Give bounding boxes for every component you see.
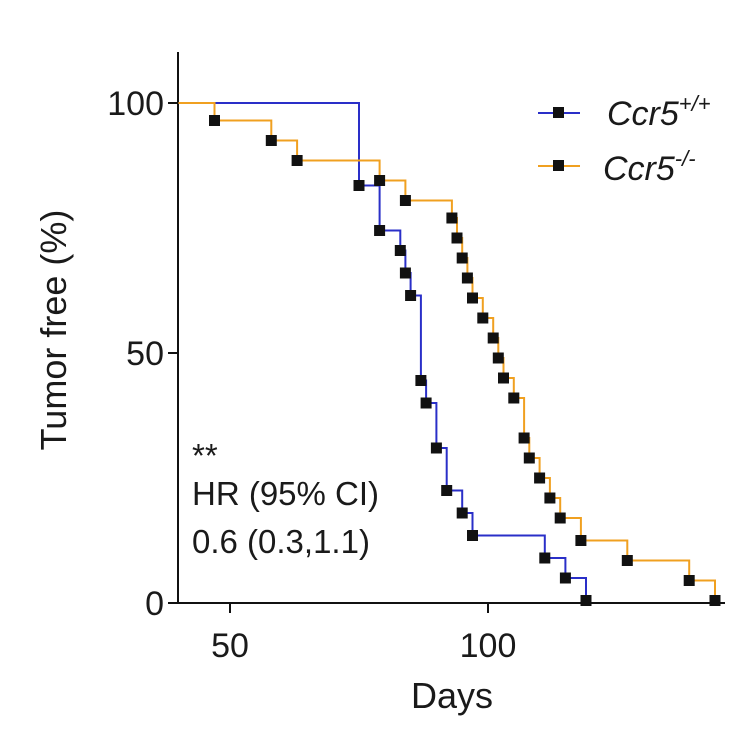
series-0-marker <box>430 442 442 454</box>
series-1-marker <box>534 472 546 484</box>
series-1-marker <box>523 452 535 464</box>
series-1 <box>178 102 721 606</box>
series-0 <box>178 102 592 606</box>
x-tick-label: 50 <box>211 627 249 665</box>
hr-value: 0.6 (0.3,1.1) <box>192 523 370 560</box>
legend: Ccr5+/+ Ccr5-/- <box>538 91 711 188</box>
x-tick-label: 100 <box>460 627 517 665</box>
legend-marker-wildtype <box>553 107 564 118</box>
legend-label-wildtype-base: Ccr5 <box>607 95 679 133</box>
series-0-marker <box>559 572 571 584</box>
series-1-marker <box>291 155 303 166</box>
y-tick-label: 0 <box>145 585 164 623</box>
x-axis-title: Days <box>411 675 493 716</box>
series-1-marker <box>374 175 386 186</box>
series-1-marker <box>498 372 509 384</box>
series-0-marker <box>580 595 592 606</box>
series-1-marker <box>544 492 556 504</box>
series-1-marker <box>456 252 468 264</box>
series-0-marker <box>415 375 427 386</box>
series-0-marker <box>539 552 551 564</box>
series-0-marker <box>405 290 417 301</box>
series-1-marker <box>446 212 458 224</box>
series-1-marker <box>353 180 365 191</box>
series-1-marker <box>487 332 499 344</box>
series-1-marker <box>461 272 473 284</box>
legend-marker-knockout <box>553 160 564 171</box>
axes: 0 50 100 50 100 Days Tumor free (%) <box>33 52 725 716</box>
y-axis-title: Tumor free (%) <box>33 210 74 451</box>
series-1-marker <box>477 312 489 324</box>
series-1-marker <box>265 135 277 146</box>
series-0-marker <box>374 225 386 236</box>
series-1-marker <box>451 232 463 244</box>
legend-label-knockout-sup: -/- <box>675 146 696 171</box>
series-1-marker <box>621 555 633 566</box>
series-1-marker <box>709 595 721 606</box>
hr-header: HR (95% CI) <box>192 475 379 512</box>
legend-label-wildtype: Ccr5+/+ <box>607 91 711 133</box>
legend-label-knockout: Ccr5-/- <box>603 146 696 188</box>
series-1-marker <box>518 432 530 444</box>
series-1-marker <box>492 352 504 364</box>
series-layer <box>178 102 721 606</box>
legend-label-knockout-base: Ccr5 <box>603 150 675 188</box>
series-0-marker <box>420 397 432 409</box>
series-1-marker <box>467 292 478 304</box>
series-0-marker <box>456 507 468 519</box>
series-1-marker <box>399 195 411 206</box>
series-1-marker <box>683 575 695 586</box>
significance-stars: ** <box>192 437 218 474</box>
series-0-marker <box>394 245 406 256</box>
series-1-marker <box>554 512 566 524</box>
hazard-ratio-annotation: ** HR (95% CI) 0.6 (0.3,1.1) <box>192 437 379 560</box>
series-1-marker <box>508 392 520 404</box>
series-0-marker <box>467 530 478 541</box>
series-1-marker <box>209 115 220 126</box>
legend-label-wildtype-sup: +/+ <box>679 91 711 116</box>
series-0-marker <box>399 267 411 279</box>
y-tick-label: 50 <box>126 335 164 373</box>
y-tick-label: 100 <box>107 85 164 123</box>
series-1-marker <box>575 535 587 546</box>
series-0-marker <box>441 485 453 496</box>
